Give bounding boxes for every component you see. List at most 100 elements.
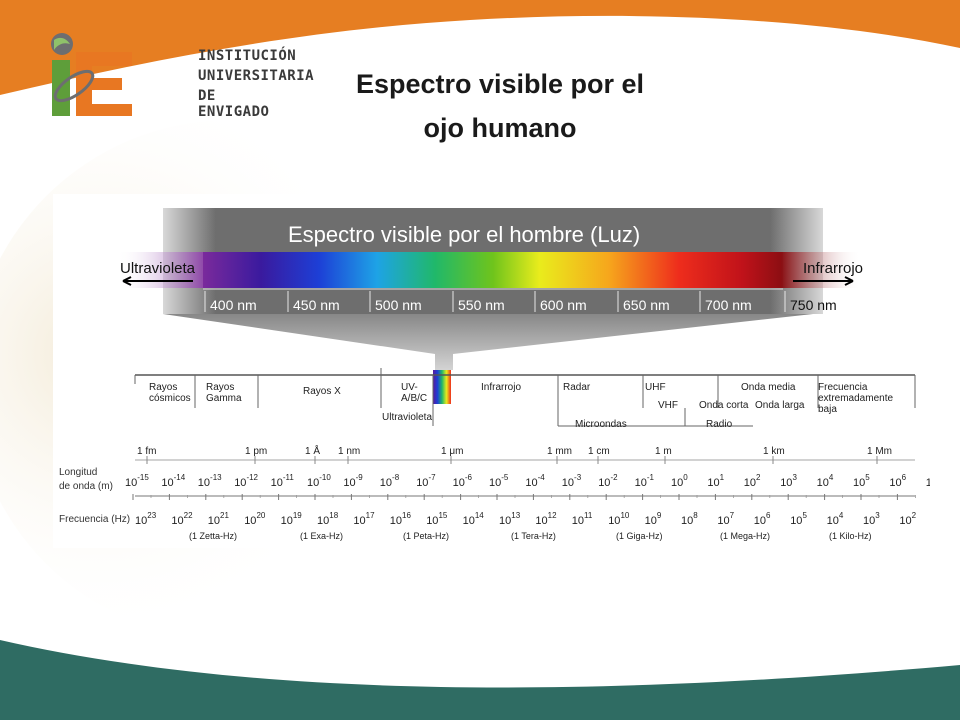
wavelength-value: 10-13 [198, 473, 222, 489]
region-labels: Rayos cósmicos Rayos Gamma Rayos X UV-A/B/C Ul… [149, 382, 893, 430]
infrarrojo-label: Infrarrojo [803, 260, 863, 277]
wavelength-value: 10-9 [343, 473, 363, 489]
unit-label: 1 pm [245, 446, 267, 457]
nm-scale: 400 nm 450 nm 500 nm 550 nm 600 nm 650 nm 700 … [203, 288, 837, 313]
wavelength-value: 10-12 [234, 473, 258, 489]
frequency-named-label: (1 Kilo-Hz) [829, 531, 872, 541]
region-label-onda-media: Onda media [741, 382, 796, 393]
frequency-value: 103 [863, 511, 880, 527]
frequency-label: Frecuencia (Hz) [59, 514, 130, 525]
nm-label: 600 nm [540, 297, 587, 313]
wavelength-value: 103 [780, 473, 797, 489]
banner-title: Espectro visible por el hombre (Luz) [288, 222, 640, 247]
frequency-named-label: (1 Giga-Hz) [616, 531, 663, 541]
region-label-ultravioleta: Ultravioleta [382, 412, 432, 423]
nm-label: 550 nm [458, 297, 505, 313]
region-label-uv: UV-A/B/C [401, 382, 427, 404]
wavelength-value: 104 [817, 473, 834, 489]
frequency-value: 107 [717, 511, 734, 527]
nm-label: 750 nm [790, 297, 837, 313]
frequency-value: 1010 [608, 511, 630, 527]
wavelength-label-line-2: de onda (m) [59, 481, 113, 492]
wavelength-value: 10-11 [271, 473, 295, 489]
region-label-gamma: Rayos Gamma [206, 382, 242, 404]
unit-label: 1 m [655, 446, 672, 457]
frequency-value: 1012 [535, 511, 557, 527]
wavelength-value: 10-4 [525, 473, 545, 489]
wavelength-value: 100 [671, 473, 688, 489]
nm-label: 400 nm [210, 297, 257, 313]
wavelength-value: 10-5 [489, 473, 509, 489]
ultravioleta-label: Ultravioleta [120, 260, 196, 277]
region-label-rayos-x: Rayos X [303, 386, 341, 397]
frequency-value: 1013 [499, 511, 521, 527]
wavelength-value: 10-15 [125, 473, 149, 489]
wavelength-value: 10-2 [598, 473, 618, 489]
logo-letter-e [76, 104, 132, 116]
atom-orbit-icon [53, 69, 95, 103]
wavelength-value: 10-1 [635, 473, 655, 489]
frequency-named-label: (1 Zetta-Hz) [189, 531, 237, 541]
slide-title-line-2: ojo humano [423, 113, 577, 143]
unit-label: 1 km [763, 446, 785, 457]
frequency-value: 1021 [208, 511, 230, 527]
wavelength-value: 105 [853, 473, 870, 489]
frequency-value: 1015 [426, 511, 448, 527]
region-label-onda-corta: Onda corta [699, 400, 749, 411]
region-label-cosmicos: Rayos cósmicos [149, 382, 191, 404]
units-row: 1 fm 1 pm 1 Å 1 nm 1 μm 1 mm 1 cm 1 m 1 km 1 Mm [137, 444, 892, 464]
frequency-value: 1017 [353, 511, 375, 527]
unit-label: 1 cm [588, 446, 610, 457]
frequency-value: 102 [899, 511, 916, 527]
region-label-radio: Radio [706, 419, 733, 430]
frequency-value: 105 [790, 511, 807, 527]
left-arrow-icon [122, 276, 193, 286]
frequency-value: 104 [827, 511, 844, 527]
wavelength-value: 10-6 [453, 473, 473, 489]
frequency-named-label: (1 Tera-Hz) [511, 531, 556, 541]
frequency-value: 1016 [390, 511, 412, 527]
frequency-value: 1023 [135, 511, 157, 527]
region-dividers [134, 368, 916, 427]
frequency-value: 1014 [463, 511, 485, 527]
frequency-value: 106 [754, 511, 771, 527]
globe-icon [51, 33, 73, 55]
region-label-vhf: VHF [658, 400, 678, 411]
frequency-named-label: (1 Exa-Hz) [300, 531, 343, 541]
logo-line-3: DE ENVIGADO [198, 88, 270, 120]
region-label-uhf: UHF [645, 382, 666, 393]
region-label-baja: Frecuencia extremadamente baja [818, 382, 893, 415]
frequency-named-row: (1 Zetta-Hz) (1 Exa-Hz) (1 Peta-Hz) (1 Tera… [189, 531, 872, 541]
slide-title-line-1: Espectro visible por el [355, 69, 645, 99]
wavelength-value: 101 [707, 473, 724, 489]
frequency-value: 1022 [171, 511, 193, 527]
nm-label: 650 nm [623, 297, 670, 313]
wavelength-value: 107 [926, 473, 930, 489]
frequency-value: 108 [681, 511, 698, 527]
wavelength-value: 102 [744, 473, 761, 489]
nm-label: 500 nm [375, 297, 422, 313]
slide-title: Espectro visible por el ojo humano [250, 62, 750, 150]
logo-line-1: INSTITUCIÓN [198, 48, 297, 64]
bottom-teal-band [0, 640, 960, 720]
top-orange-band [0, 0, 960, 95]
wavelength-value: 10-7 [416, 473, 436, 489]
frequency-value: 1011 [572, 511, 593, 527]
wavelength-value: 106 [889, 473, 906, 489]
wavelength-value: 10-14 [161, 473, 185, 489]
region-label-infrarrojo: Infrarrojo [481, 382, 521, 393]
region-label-onda-larga: Onda larga [755, 400, 805, 411]
frequency-named-label: (1 Mega-Hz) [720, 531, 770, 541]
neck-rainbow [433, 370, 451, 404]
nm-label: 450 nm [293, 297, 340, 313]
nm-label: 700 nm [705, 297, 752, 313]
frequency-row: 1023 1022 1021 1020 1019 1018 1017 1016 1015 1014… [135, 511, 917, 527]
frequency-value: 1020 [244, 511, 266, 527]
region-label-radar: Radar [563, 382, 591, 393]
frequency-named-label: (1 Peta-Hz) [403, 531, 449, 541]
unit-label: 1 nm [338, 446, 360, 457]
unit-label: 1 mm [547, 446, 572, 457]
wavelength-value: 10-10 [307, 473, 331, 489]
frequency-value: 1018 [317, 511, 339, 527]
wavelength-value: 10-8 [380, 473, 400, 489]
